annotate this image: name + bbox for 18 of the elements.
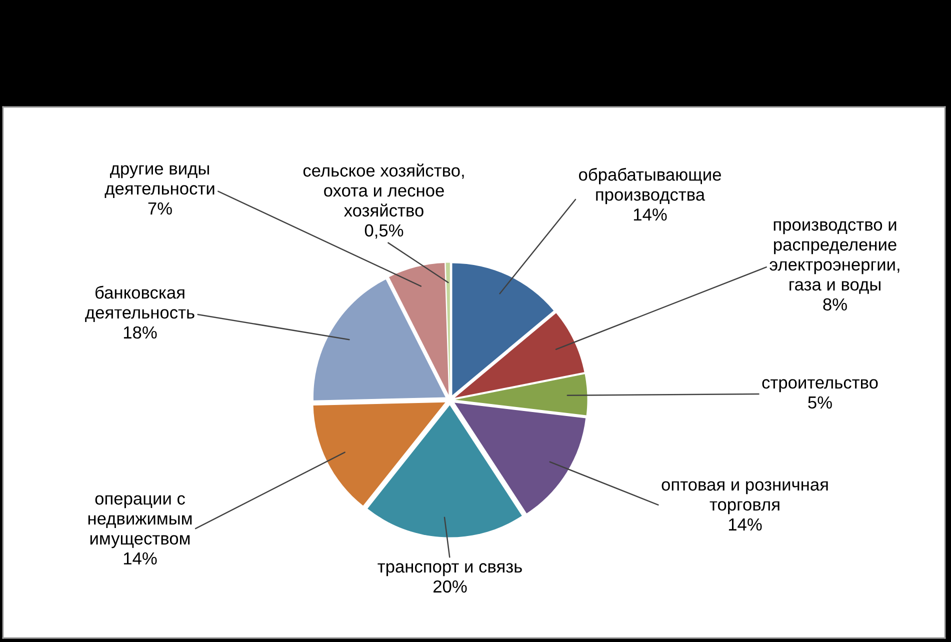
slice-label: сельское хозяйство, охота и лесное хозяйство xyxy=(303,164,464,217)
slice-label: производство и распределение электроэнергии, газа и воды xyxy=(770,221,900,294)
slice-label: обрабатывающие производства xyxy=(578,168,721,204)
data-label: 20% xyxy=(434,580,467,593)
data-label: 14% xyxy=(728,518,762,531)
slice-label: строительство xyxy=(762,379,878,392)
data-label: 0,5% xyxy=(364,224,404,239)
data-label: 5% xyxy=(808,396,832,409)
data-label: 14% xyxy=(124,552,157,565)
slice-label: операции с недвижимым имуществом xyxy=(88,495,192,548)
data-label: 7% xyxy=(148,202,172,215)
slice-label: оптовая и розничная торговля xyxy=(662,481,828,514)
data-label: 18% xyxy=(124,326,157,339)
slice-label: транспорт и связь xyxy=(378,563,522,576)
data-label: 8% xyxy=(823,298,847,311)
slice-label: другие виды деятельности xyxy=(104,165,214,198)
data-label: 14% xyxy=(634,208,667,221)
slice-label: банковская деятельность xyxy=(85,286,194,322)
